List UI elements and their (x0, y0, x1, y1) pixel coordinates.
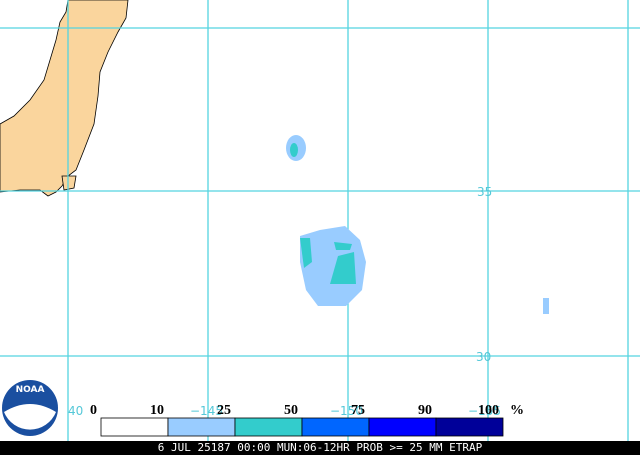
legend-label: 90 (418, 403, 432, 418)
legend-swatch (234, 417, 303, 437)
logo-text: NOAA (16, 385, 45, 395)
lon-label: 40 (68, 404, 83, 418)
legend-label: 10 (150, 403, 164, 418)
lon-label: −150 (330, 404, 363, 418)
lon-label: −145 (190, 404, 223, 418)
legend-label: 0 (90, 403, 97, 418)
legend-swatch (100, 417, 169, 437)
lon-label: −155 (468, 404, 501, 418)
land (61, 175, 77, 191)
lat-label: 30 (476, 350, 491, 364)
legend-unit: % (510, 403, 524, 418)
legend-label: 100 (478, 403, 499, 418)
footer-text: 6 JUL 25187 00:00 MUN:06-12HR PROB >= 25… (158, 441, 483, 454)
legend-swatch (368, 417, 437, 437)
legend-label: 50 (284, 403, 298, 418)
noaa-logo: NOAA (2, 380, 58, 436)
legend-swatch (301, 417, 370, 437)
footer-bar (0, 441, 640, 455)
legend-swatch (167, 417, 236, 437)
legend-label: 75 (351, 403, 365, 418)
legend: 0 10 25 50 75 90 100% (90, 403, 524, 437)
precip (286, 135, 549, 314)
land (0, 0, 129, 197)
legend-label: 25 (217, 403, 231, 418)
legend-swatch (435, 417, 504, 437)
graticule (0, 0, 640, 441)
lat-label: 35 (477, 185, 492, 199)
